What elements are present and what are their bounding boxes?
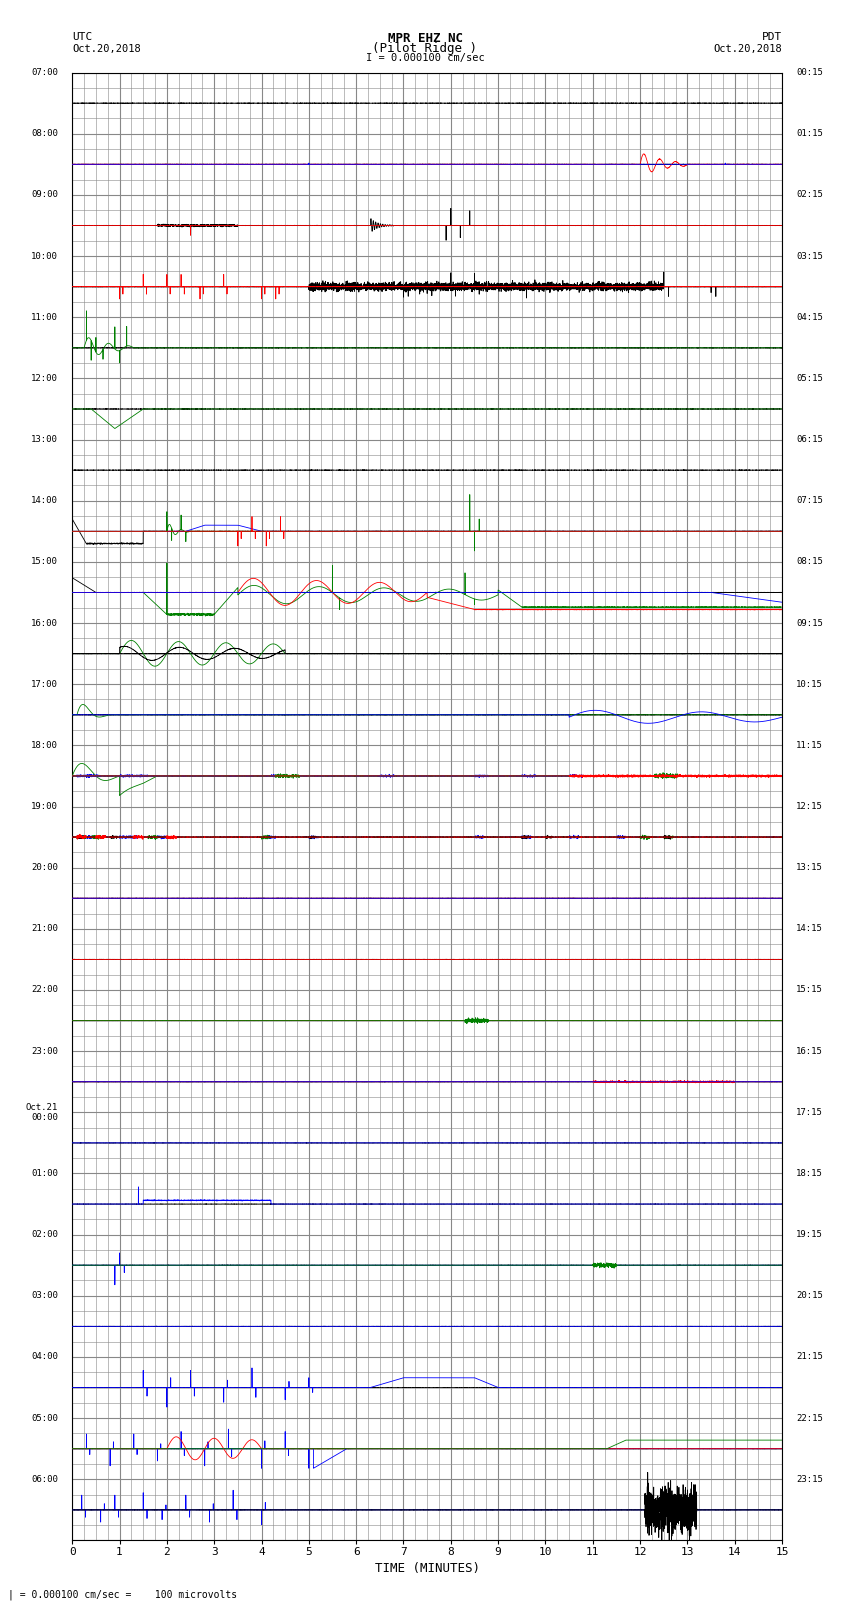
Text: 02:15: 02:15 [796, 190, 823, 200]
Text: 06:15: 06:15 [796, 436, 823, 444]
Text: 17:00: 17:00 [31, 679, 58, 689]
Text: Oct.21
00:00: Oct.21 00:00 [26, 1103, 58, 1123]
Text: 13:00: 13:00 [31, 436, 58, 444]
Text: 14:15: 14:15 [796, 924, 823, 934]
Text: 18:15: 18:15 [796, 1169, 823, 1177]
Text: 08:00: 08:00 [31, 129, 58, 139]
Text: 13:15: 13:15 [796, 863, 823, 873]
Text: 15:00: 15:00 [31, 558, 58, 566]
Text: (Pilot Ridge ): (Pilot Ridge ) [372, 42, 478, 55]
Text: 17:15: 17:15 [796, 1108, 823, 1116]
Text: 22:00: 22:00 [31, 986, 58, 995]
Text: Oct.20,2018: Oct.20,2018 [72, 44, 141, 53]
Text: 05:15: 05:15 [796, 374, 823, 382]
Text: 20:15: 20:15 [796, 1292, 823, 1300]
Text: 09:15: 09:15 [796, 618, 823, 627]
Text: 06:00: 06:00 [31, 1474, 58, 1484]
Text: 10:00: 10:00 [31, 252, 58, 261]
Text: 01:00: 01:00 [31, 1169, 58, 1177]
Text: 01:15: 01:15 [796, 129, 823, 139]
Text: Oct.20,2018: Oct.20,2018 [713, 44, 782, 53]
Text: 15:15: 15:15 [796, 986, 823, 995]
Text: 09:00: 09:00 [31, 190, 58, 200]
Text: 03:15: 03:15 [796, 252, 823, 261]
Text: 23:00: 23:00 [31, 1047, 58, 1055]
Text: 10:15: 10:15 [796, 679, 823, 689]
Text: 04:00: 04:00 [31, 1352, 58, 1361]
Text: 04:15: 04:15 [796, 313, 823, 321]
Text: 14:00: 14:00 [31, 497, 58, 505]
Text: 12:15: 12:15 [796, 802, 823, 811]
Text: 05:00: 05:00 [31, 1413, 58, 1423]
Text: MPR EHZ NC: MPR EHZ NC [388, 32, 462, 45]
Text: PDT: PDT [762, 32, 782, 42]
Text: 16:15: 16:15 [796, 1047, 823, 1055]
Text: 12:00: 12:00 [31, 374, 58, 382]
Text: 22:15: 22:15 [796, 1413, 823, 1423]
Text: 21:15: 21:15 [796, 1352, 823, 1361]
Text: 07:15: 07:15 [796, 497, 823, 505]
Text: 02:00: 02:00 [31, 1231, 58, 1239]
X-axis label: TIME (MINUTES): TIME (MINUTES) [375, 1561, 479, 1574]
Text: 18:00: 18:00 [31, 740, 58, 750]
Text: 23:15: 23:15 [796, 1474, 823, 1484]
Text: 00:15: 00:15 [796, 68, 823, 77]
Text: I = 0.000100 cm/sec: I = 0.000100 cm/sec [366, 53, 484, 63]
Text: | = 0.000100 cm/sec =    100 microvolts: | = 0.000100 cm/sec = 100 microvolts [8, 1589, 238, 1600]
Text: 16:00: 16:00 [31, 618, 58, 627]
Text: 11:00: 11:00 [31, 313, 58, 321]
Text: 07:00: 07:00 [31, 68, 58, 77]
Text: 19:15: 19:15 [796, 1231, 823, 1239]
Text: 20:00: 20:00 [31, 863, 58, 873]
Text: 21:00: 21:00 [31, 924, 58, 934]
Text: 03:00: 03:00 [31, 1292, 58, 1300]
Text: 19:00: 19:00 [31, 802, 58, 811]
Text: 08:15: 08:15 [796, 558, 823, 566]
Text: 11:15: 11:15 [796, 740, 823, 750]
Text: UTC: UTC [72, 32, 93, 42]
